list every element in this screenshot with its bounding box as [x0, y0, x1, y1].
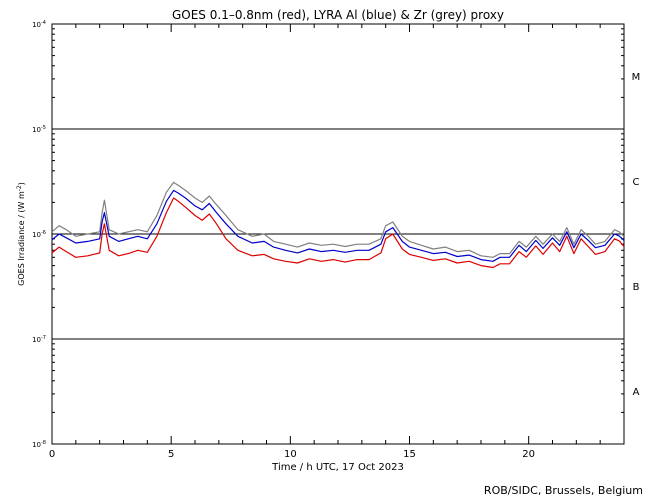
y-axis-label-close: ) [17, 182, 26, 185]
x-tick-label: 15 [403, 449, 416, 460]
class-label-b: B [633, 282, 640, 293]
flare-class-labels: M C B A [632, 72, 641, 398]
y-axis: 10-410-510-610-710-8 [32, 20, 624, 449]
data-series [51, 181, 625, 269]
series-line-0 [51, 181, 625, 258]
credit-text: ROB/SIDC, Brussels, Belgium [484, 484, 643, 497]
y-tick-label: 10-5 [32, 125, 46, 134]
class-label-c: C [633, 177, 640, 188]
flare-class-lines [52, 128, 624, 340]
y-tick-label: 10-7 [32, 335, 46, 344]
x-tick-label: 10 [284, 449, 297, 460]
x-axis: 0 5 10 15 20 [49, 24, 625, 460]
x-tick-label: 5 [168, 449, 174, 460]
y-axis-label-main: GOES Irradiance / (W m [17, 191, 26, 286]
y-tick-exponent: -4 [41, 20, 46, 26]
y-tick-exponent: -6 [41, 230, 46, 236]
y-tick-label: 10-8 [32, 440, 46, 449]
y-tick-label: 10-4 [32, 20, 46, 29]
y-axis-label-exponent: -2 [16, 185, 23, 191]
y-tick-base: 10 [32, 126, 41, 134]
series-line-2 [51, 197, 625, 269]
y-tick-base: 10 [32, 231, 41, 239]
y-tick-exponent: -8 [41, 440, 46, 446]
y-tick-base: 10 [32, 441, 41, 449]
y-tick-base: 10 [32, 336, 41, 344]
y-axis-label: GOES Irradiance / (W m-2) [16, 182, 26, 286]
x-tick-label: 20 [522, 449, 535, 460]
x-tick-label: 0 [49, 449, 55, 460]
class-label-a: A [633, 387, 640, 398]
chart-title: GOES 0.1–0.8nm (red), LYRA Al (blue) & Z… [172, 8, 504, 22]
x-axis-label: Time / h UTC, 17 Oct 2023 [271, 462, 404, 473]
class-label-m: M [632, 72, 641, 83]
y-tick-exponent: -5 [41, 125, 46, 131]
y-tick-exponent: -7 [41, 335, 46, 341]
series-line-1 [51, 189, 625, 262]
y-tick-base: 10 [32, 21, 41, 29]
y-tick-label: 10-6 [32, 230, 46, 239]
